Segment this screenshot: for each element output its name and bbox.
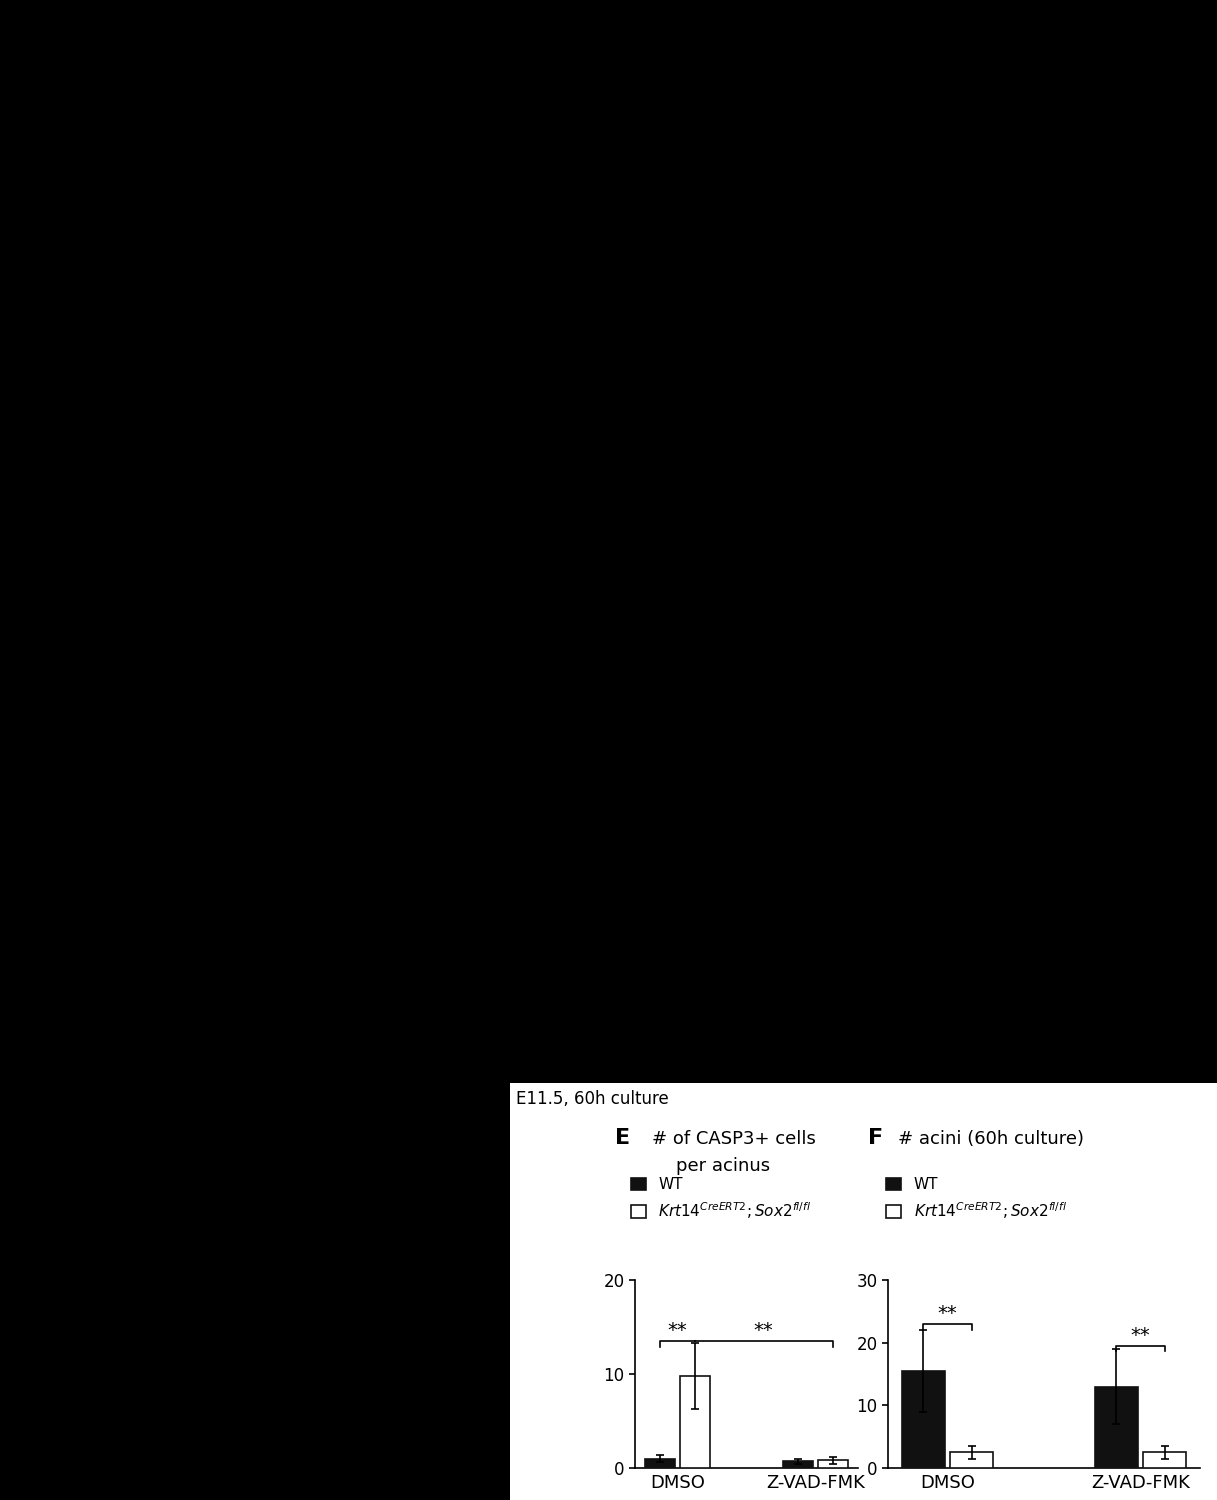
Text: **: ** [937, 1304, 958, 1323]
Text: # of CASP3+ cells: # of CASP3+ cells [651, 1130, 815, 1148]
Bar [1095, 1386, 1138, 1468]
Bar [902, 1371, 944, 1468]
Bar [818, 1461, 848, 1468]
Text: **: ** [668, 1322, 688, 1340]
Bar [950, 1452, 993, 1468]
Text: **: ** [753, 1322, 774, 1340]
Bar [783, 1461, 813, 1468]
Text: E: E [615, 1128, 630, 1148]
Bar [645, 1458, 675, 1468]
Legend: WT, $\mathit{Krt14}$$^{\mathit{CreERT2}}$$\mathit{;Sox2}$$^{\mathit{fl/fl}}$: WT, $\mathit{Krt14}$$^{\mathit{CreERT2}}… [880, 1172, 1073, 1227]
Text: per acinus: per acinus [675, 1156, 770, 1174]
Legend: WT, $\mathit{Krt14}$$^{\mathit{CreERT2}}$$\mathit{;Sox2}$$^{\mathit{fl/fl}}$: WT, $\mathit{Krt14}$$^{\mathit{CreERT2}}… [624, 1172, 818, 1227]
Text: F: F [868, 1128, 884, 1148]
Bar [1143, 1452, 1185, 1468]
Bar [679, 1376, 710, 1468]
Text: E11.5, 60h culture: E11.5, 60h culture [516, 1090, 669, 1108]
Text: **: ** [1131, 1326, 1150, 1344]
Text: # acini (60h culture): # acini (60h culture) [898, 1130, 1084, 1148]
